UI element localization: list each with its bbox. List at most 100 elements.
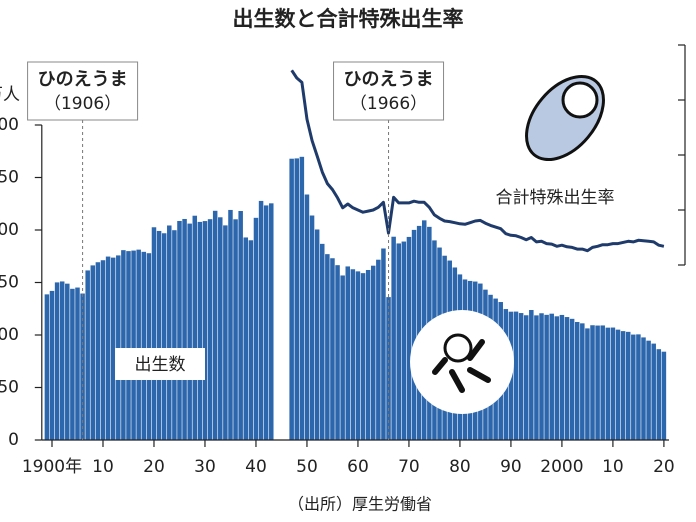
label-box: [115, 348, 205, 380]
bar: [360, 273, 366, 440]
bar: [161, 233, 167, 440]
bar: [70, 288, 75, 440]
bar: [263, 205, 269, 440]
bar: [345, 266, 351, 440]
mother-icon: [510, 63, 620, 173]
bar: [49, 290, 55, 440]
bar: [269, 203, 274, 440]
annotation-year: （1906）: [44, 94, 121, 114]
bar: [615, 329, 621, 440]
icon-head: [443, 333, 473, 363]
plot: 0 50 100 150 200 250 300 1900年 10 20 30 40 50 60 70 80 9…: [0, 44, 686, 477]
bar: [156, 230, 162, 440]
bar: [350, 269, 356, 440]
bar: [554, 316, 560, 440]
bar: [187, 223, 192, 440]
bar: [325, 254, 330, 440]
bar: [248, 240, 254, 440]
chart-title: 出生数と合計特殊出生率: [233, 7, 464, 31]
series-label: 合計特殊出生率: [496, 188, 615, 208]
bar: [59, 281, 65, 440]
annotation-label: ひのえうま: [38, 69, 128, 90]
bar: [44, 294, 50, 440]
bar: [610, 327, 616, 440]
bar: [564, 317, 570, 440]
bar: [65, 283, 70, 440]
bar: [294, 158, 300, 440]
bar: [539, 313, 544, 440]
y-tick-label: 150: [0, 273, 19, 293]
bar: [90, 265, 96, 440]
series-label: 出生数: [135, 355, 186, 375]
bar: [391, 236, 396, 440]
bar: [656, 349, 662, 440]
bar: [620, 331, 626, 440]
x-tick-label: 70: [398, 457, 420, 477]
bar: [167, 225, 172, 440]
source: （出所）厚生労働省: [288, 495, 432, 514]
bar: [641, 337, 646, 440]
bar: [646, 340, 651, 440]
bar: [218, 217, 223, 440]
bar: [631, 334, 636, 440]
bar: [243, 237, 249, 440]
bar: [396, 243, 401, 440]
bar: [309, 215, 315, 440]
bar: [197, 221, 203, 440]
bar: [95, 262, 101, 440]
bar: [595, 325, 600, 440]
bar: [340, 275, 345, 440]
bar: [376, 259, 381, 440]
bar: [146, 253, 152, 440]
bar: [100, 260, 106, 440]
y-tick-label: 0: [8, 430, 19, 450]
bar: [365, 270, 371, 440]
bar: [116, 255, 121, 440]
bar: [258, 200, 264, 440]
bar: [585, 328, 590, 440]
bar: [172, 230, 177, 440]
bar: [559, 314, 565, 440]
bar: [320, 243, 325, 440]
bar: [335, 265, 340, 440]
bar: [304, 194, 310, 440]
bar: [207, 219, 213, 440]
x-tick-label: 10: [92, 457, 114, 477]
annotation-box: [27, 61, 139, 121]
y-tick-label: 200: [0, 220, 19, 240]
bar: [141, 251, 147, 440]
bar: [590, 325, 595, 440]
baby-icon: [410, 310, 514, 414]
bar: [549, 313, 554, 440]
bar: [192, 215, 198, 440]
bar: [544, 314, 549, 440]
x-tick-label: 80: [449, 457, 471, 477]
x-tick-label: 20: [653, 457, 675, 477]
bar: [238, 210, 243, 440]
y-tick-label: 300: [0, 115, 19, 135]
icon-bg: [410, 310, 514, 414]
bar: [233, 219, 238, 440]
bar: [651, 343, 656, 440]
bar: [289, 158, 294, 440]
bar: [85, 270, 90, 440]
y-tick-label: 50: [0, 378, 19, 398]
x-tick-label: 60: [347, 457, 369, 477]
bar: [406, 236, 412, 440]
bar: [202, 221, 208, 440]
bar: [182, 218, 187, 440]
bar: [370, 265, 376, 440]
bar: [600, 325, 605, 440]
bar: [636, 334, 641, 440]
y-tick-label: 250: [0, 168, 19, 188]
bar: [580, 323, 585, 440]
bar: [381, 248, 386, 440]
bar: [105, 256, 111, 440]
x-tick-label: 1900年: [22, 457, 82, 477]
bar: [151, 227, 157, 440]
icon-head: [561, 81, 599, 119]
bar: [605, 327, 611, 440]
x-tick-label: 50: [296, 457, 318, 477]
bar: [54, 282, 60, 440]
bar: [625, 331, 631, 440]
